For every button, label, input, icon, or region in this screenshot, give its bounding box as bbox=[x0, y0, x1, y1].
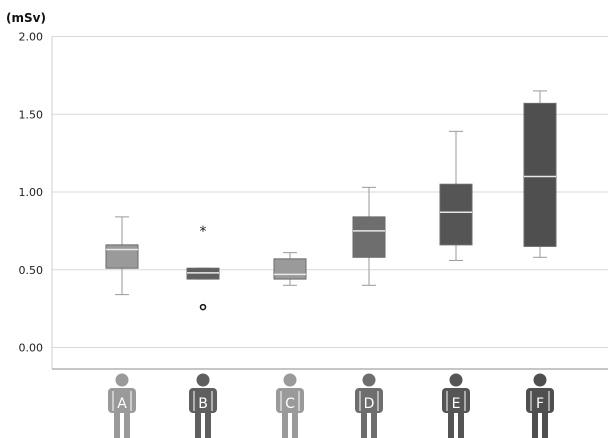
y-tick-label: 1.00 bbox=[19, 186, 44, 199]
box-B bbox=[186, 267, 220, 280]
person-leg-icon bbox=[205, 412, 211, 438]
person-leg-icon bbox=[195, 412, 201, 438]
box-E bbox=[439, 183, 473, 246]
person-body-icon bbox=[442, 388, 470, 413]
person-body-icon bbox=[355, 388, 383, 413]
category-label: C bbox=[285, 396, 295, 412]
person-body-icon bbox=[108, 388, 136, 413]
y-tick-label: 0.50 bbox=[19, 264, 44, 277]
person-head-icon bbox=[449, 373, 463, 387]
y-tick-label: 2.00 bbox=[19, 31, 44, 44]
person-head-icon bbox=[533, 373, 547, 387]
category-label: F bbox=[536, 396, 544, 412]
person-leg-icon bbox=[371, 412, 377, 438]
person-leg-icon bbox=[282, 412, 288, 438]
person-leg-icon bbox=[124, 412, 130, 438]
category-label: D bbox=[364, 396, 375, 412]
person-leg-icon bbox=[542, 412, 548, 438]
category-label: E bbox=[452, 396, 461, 412]
person-leg-icon bbox=[448, 412, 454, 438]
box-F bbox=[523, 102, 557, 247]
person-leg-icon bbox=[292, 412, 298, 438]
y-tick-label: 1.50 bbox=[19, 108, 44, 121]
person-head-icon bbox=[196, 373, 210, 387]
extreme-point: * bbox=[200, 224, 207, 240]
person-leg-icon bbox=[361, 412, 367, 438]
person-head-icon bbox=[362, 373, 376, 387]
outlier-point bbox=[199, 303, 207, 311]
y-tick-label: 0.00 bbox=[19, 342, 44, 355]
person-leg-icon bbox=[458, 412, 464, 438]
category-label: A bbox=[117, 396, 127, 412]
person-head-icon bbox=[283, 373, 297, 387]
person-head-icon bbox=[115, 373, 129, 387]
box-D bbox=[352, 216, 386, 258]
person-body-icon bbox=[276, 388, 304, 413]
box-A bbox=[105, 244, 139, 269]
person-body-icon bbox=[526, 388, 554, 413]
category-label: B bbox=[198, 396, 208, 412]
person-leg-icon bbox=[114, 412, 120, 438]
y-axis-label: (mSv) bbox=[6, 11, 46, 25]
box-C bbox=[273, 258, 307, 280]
person-leg-icon bbox=[532, 412, 538, 438]
person-body-icon bbox=[189, 388, 217, 413]
